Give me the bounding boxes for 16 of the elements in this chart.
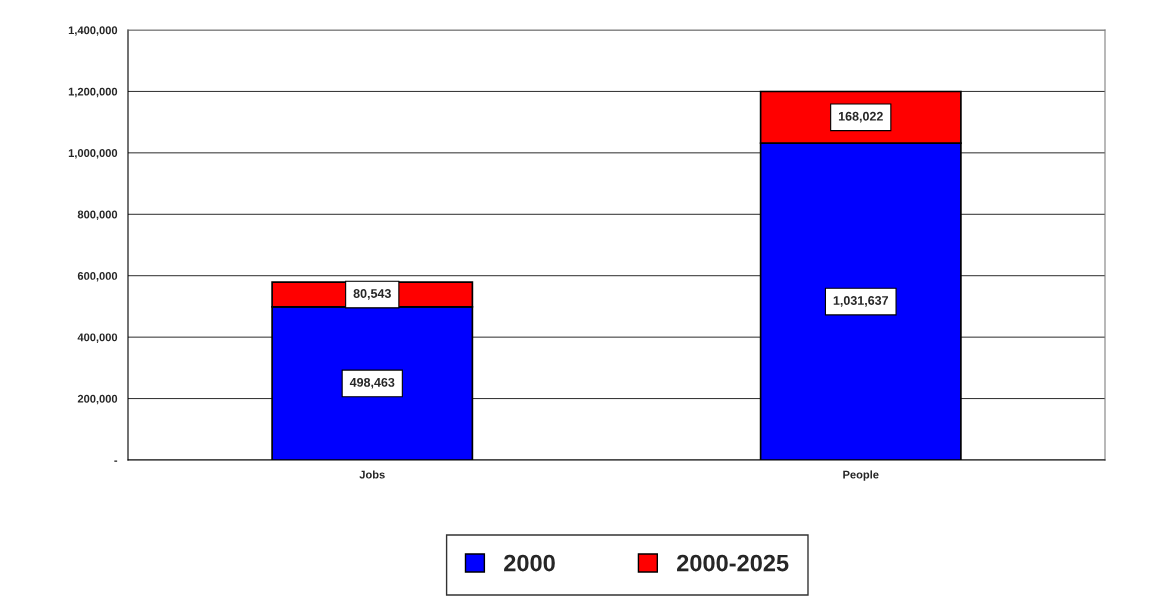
y-tick-label: - — [114, 460, 118, 462]
legend-label: 2000-2025 — [677, 554, 789, 572]
y-tick-label: 1,400,000 — [68, 26, 118, 36]
data-label: 498,463 — [349, 377, 395, 389]
y-tick-label: 1,200,000 — [68, 87, 118, 98]
data-label: 168,022 — [838, 111, 883, 123]
x-tick-label: Jobs — [359, 470, 385, 479]
y-tick-label: 400,000 — [77, 333, 118, 343]
y-tick-label: 600,000 — [77, 271, 118, 282]
y-tick-label: 800,000 — [77, 210, 118, 221]
y-tick-label: 200,000 — [77, 394, 118, 405]
data-label: 1,031,637 — [833, 296, 889, 307]
legend-label: 2000 — [504, 554, 555, 572]
y-tick-label: 1,000,000 — [68, 149, 118, 159]
data-label: 80,543 — [353, 289, 391, 300]
x-tick-label: People — [843, 470, 879, 481]
